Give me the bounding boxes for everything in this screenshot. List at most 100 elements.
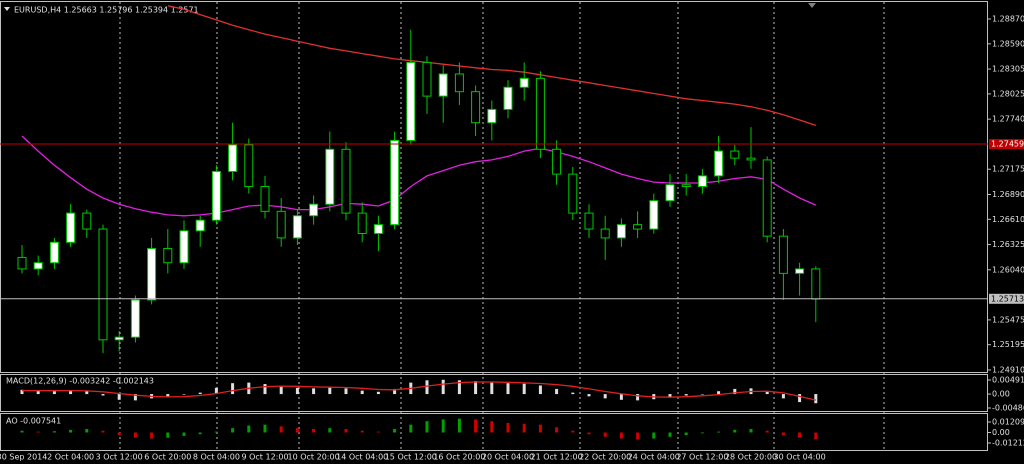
ao-bar xyxy=(506,422,510,433)
macd-bar xyxy=(571,392,575,395)
candle-body xyxy=(325,148,335,205)
macd-bar xyxy=(52,391,56,395)
ao-bar xyxy=(441,419,445,433)
candle-body xyxy=(179,230,189,264)
candle-body xyxy=(633,224,643,230)
ao-bar xyxy=(425,421,429,433)
candle-body xyxy=(730,150,740,159)
macd-bar xyxy=(36,390,40,395)
macd-bar xyxy=(781,394,785,399)
candle-body xyxy=(552,148,562,175)
macd-bar xyxy=(603,394,607,399)
macd-bar xyxy=(393,388,397,395)
macd-bar xyxy=(117,394,121,400)
price-panel-frame xyxy=(0,1,988,373)
ao-bar xyxy=(295,428,299,433)
macd-bar xyxy=(587,394,591,397)
macd-bar xyxy=(231,383,235,395)
candle-body xyxy=(211,170,221,221)
y-tick-label: 0.004912 xyxy=(992,376,1024,385)
y-tick-label: 1.26610 xyxy=(992,215,1024,224)
macd-bar xyxy=(538,385,542,395)
y-tick-label: 1.25475 xyxy=(992,315,1024,324)
ao-title: AO -0.007541 xyxy=(6,417,61,426)
x-tick-label: 30 Sep 2014 xyxy=(0,453,47,462)
candle-body xyxy=(82,212,92,230)
macd-bar xyxy=(490,382,494,395)
candle-body xyxy=(454,73,464,93)
candle-body xyxy=(98,228,108,341)
macd-bar xyxy=(344,388,348,395)
candle-body xyxy=(422,61,432,97)
candle-body xyxy=(130,299,140,338)
macd-bar xyxy=(360,390,364,395)
price-level-box xyxy=(989,293,1024,304)
candle-body xyxy=(778,235,788,274)
macd-bar xyxy=(798,394,802,403)
y-tick-label: 1.26325 xyxy=(992,240,1024,249)
macd-bar xyxy=(198,392,202,395)
macd-bar xyxy=(733,388,737,395)
candle-body xyxy=(390,139,400,226)
macd-bar xyxy=(182,394,186,395)
symbol-menu-arrow[interactable] xyxy=(4,7,10,11)
ao-bar xyxy=(312,429,316,433)
y-tick-label: 0.012097 xyxy=(992,417,1024,426)
ao-bar xyxy=(328,428,332,433)
candle-body xyxy=(535,77,545,150)
y-tick-label: 1.28590 xyxy=(992,39,1024,48)
candle-body xyxy=(292,215,302,239)
macd-bar xyxy=(619,394,623,400)
ao-bar xyxy=(409,424,413,433)
candle-body xyxy=(341,148,351,214)
ao-bar xyxy=(279,426,283,433)
x-tick-label: 9 Oct 12:00 xyxy=(241,453,288,462)
candle-body xyxy=(649,200,659,230)
candle-body xyxy=(714,150,724,177)
price-level-box xyxy=(989,139,1024,150)
macd-bar xyxy=(555,388,559,395)
macd-bar xyxy=(133,394,137,401)
candle-body xyxy=(681,184,691,188)
candle-body xyxy=(357,212,367,234)
candle-body xyxy=(147,248,157,301)
macd-bar xyxy=(295,387,299,395)
y-tick-label: 1.26040 xyxy=(992,265,1024,274)
candle-body xyxy=(49,241,59,264)
y-tick-label: 1.28305 xyxy=(992,65,1024,74)
ao-bar xyxy=(814,432,818,439)
y-tick-label: 1.27740 xyxy=(992,115,1024,124)
macd-bar xyxy=(279,386,283,395)
macd-bar xyxy=(700,394,704,395)
y-tick-label: -0.012125 xyxy=(992,438,1024,447)
macd-bar xyxy=(765,391,769,395)
ao-bar xyxy=(490,421,494,433)
x-tick-label: 27 Oct 12:00 xyxy=(676,453,728,462)
ao-bar xyxy=(344,429,348,433)
macd-bar xyxy=(376,391,380,395)
ao-bar xyxy=(133,432,137,438)
macd-bar xyxy=(457,380,461,395)
x-tick-label: 2 Oct 04:00 xyxy=(47,453,94,462)
candle-body xyxy=(66,212,76,243)
moving-average xyxy=(167,5,817,127)
macd-title: MACD(12,26,9) -0.003242 -0.002143 xyxy=(6,377,154,386)
x-tick-label: 30 Oct 04:00 xyxy=(774,453,826,462)
x-tick-label: 20 Oct 04:00 xyxy=(482,453,534,462)
y-tick-label: 1.24910 xyxy=(992,365,1024,374)
candle-body xyxy=(584,212,594,230)
macd-bar xyxy=(684,394,688,396)
candle-body xyxy=(568,173,578,214)
ao-bar xyxy=(198,432,202,435)
x-tick-label: 21 Oct 12:00 xyxy=(531,453,583,462)
candle-body xyxy=(519,77,529,88)
candle-body xyxy=(487,108,497,124)
y-tick-label: 0.00 xyxy=(992,390,1010,399)
shift-marker xyxy=(808,3,816,8)
macd-bar xyxy=(69,390,73,395)
ao-bar xyxy=(603,432,607,437)
candle-body xyxy=(762,159,772,237)
candle-body xyxy=(503,86,513,110)
